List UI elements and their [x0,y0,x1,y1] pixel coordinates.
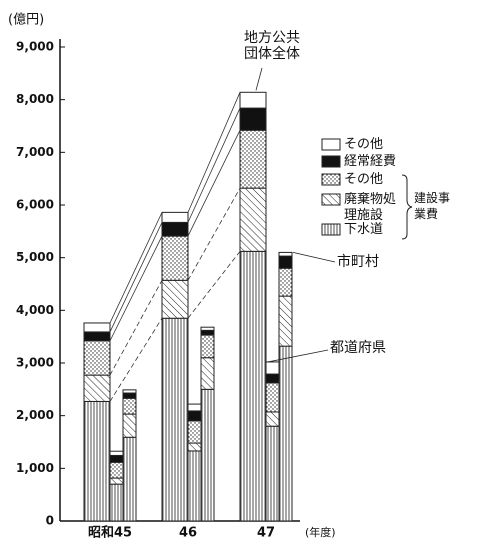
bar-segment [161,279,189,319]
bar-segment [122,413,137,438]
legend-label-box: 廃棄物処理施設 [344,192,397,223]
bar-segment [278,267,293,297]
bar-segment [265,425,280,522]
y-tick-label: 5,000 [16,250,54,264]
bar-segment [200,388,215,522]
bar-segment [109,450,124,456]
legend-group-label: 建設事業費 [414,191,451,221]
x-unit: (年度) [305,525,336,539]
connector-line [109,280,163,376]
bar-segment [278,295,293,347]
bar-segment [109,477,124,485]
y-tick-label: 4,000 [16,303,54,317]
legend-group-label-box: 建設事業費 [414,191,451,221]
x-tick-label: 昭和45 [88,525,132,541]
bar-segment [239,91,267,109]
bar-segment [278,255,293,269]
bar-segment [187,410,202,422]
bar-segment [187,442,202,452]
connector-line [187,187,241,281]
bar-segment [239,107,267,131]
bar-segment [161,317,189,522]
bar-segment [187,403,202,412]
bar-segment [122,436,137,522]
bar-segment [265,382,280,413]
bar-segment [83,374,111,402]
bar-segment [239,187,267,252]
bar-segment [200,329,215,336]
connector-line [187,92,241,213]
legend-label: 下水道 [344,222,384,237]
connector-line [187,130,241,237]
legend-label: 経常経費 [344,154,397,169]
bar-segment [161,211,189,223]
bar-segment [83,340,111,376]
legend-swatch [321,223,341,236]
legend-label: 廃棄物処理施設 [344,192,397,223]
legend-label-box: その他 [344,137,384,152]
bar-segment [278,251,293,257]
bar-segment [122,392,137,399]
legend-swatch [321,173,341,186]
bar-segment [278,345,293,522]
bar-segment [161,221,189,237]
legend-label-box: 下水道 [344,222,384,237]
leader-line [292,252,336,263]
bar-segment [187,450,202,522]
bar-segment [122,389,137,394]
legend-label: その他 [344,172,384,187]
y-unit: (億円) [8,12,44,28]
y-tick-label: 8,000 [16,92,54,106]
bar-segment [83,331,111,342]
legend-label-box: その他 [344,172,384,187]
legend-bracket [401,174,413,240]
bar-annotation: 地方公共団体全体 [244,30,300,62]
y-tick-label: 0 [46,514,54,528]
bar-annotation: 都道府県 [330,340,386,356]
legend-swatch [321,138,341,151]
x-tick-label: 47 [257,526,275,541]
bar-annotation: 市町村 [337,253,379,270]
bar-annotation-box: 地方公共団体全体 [244,30,300,62]
y-tick-label: 2,000 [16,408,54,422]
bar-segment [239,250,267,522]
bar-segment [265,411,280,427]
bar-segment [83,322,111,333]
y-tick-label: 1,000 [16,461,54,475]
connector-line [109,212,163,324]
y-tick-label: 9,000 [16,40,54,54]
legend-label: その他 [344,137,384,152]
bar-segment [265,373,280,384]
bar-segment [109,454,124,463]
connector-line [187,251,241,319]
bar-segment [200,357,215,390]
x-tick-label: 46 [179,526,197,541]
y-tick-label: 7,000 [16,145,54,159]
bar-segment [200,326,215,331]
bar-segment [122,397,137,415]
legend-swatch [321,193,341,206]
bar-segment [83,400,111,522]
connector-line [187,107,241,223]
legend-label-box: 経常経費 [344,154,397,169]
leader-line [255,67,263,91]
y-tick-label: 6,000 [16,198,54,212]
bar-segment [200,334,215,359]
bar-segment [161,235,189,281]
legend-swatch [321,155,341,168]
bar-segment [239,129,267,189]
leader-line [267,349,329,363]
connector-line [109,235,163,342]
connector-line [109,222,163,333]
bar-segment [265,361,280,375]
bar-segment [187,420,202,444]
connector-line [109,318,163,402]
bar-segment [109,483,124,522]
y-tick-label: 3,000 [16,356,54,370]
bar-segment [109,461,124,479]
